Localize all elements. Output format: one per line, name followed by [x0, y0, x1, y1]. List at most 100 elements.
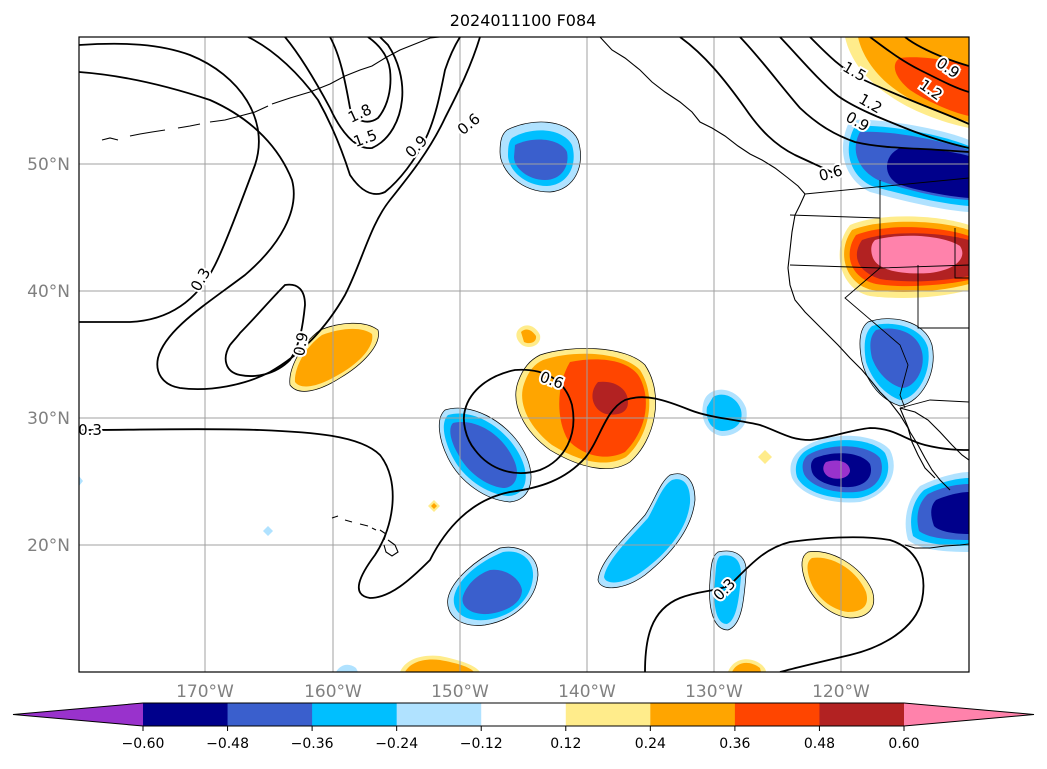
contour-line [779, 37, 969, 149]
colorbar-tick-label: 0.48 [804, 736, 835, 752]
contour-line [869, 37, 969, 93]
coastline [599, 37, 806, 195]
contour-line [247, 37, 461, 195]
lat-tick-label: 30°N [27, 409, 70, 429]
anomaly-blob [823, 460, 850, 479]
contour-lines [79, 37, 969, 672]
anomaly-blob [521, 329, 537, 344]
colorbar-tick-label: 0.24 [635, 736, 666, 752]
lat-tick-label: 50°N [27, 155, 70, 175]
border-line [804, 177, 969, 195]
anomaly-blob [714, 555, 742, 624]
contour-line [644, 536, 925, 672]
colorbar-segment [227, 703, 313, 726]
colorbar-segment [650, 703, 736, 726]
lon-tick-label: 130°W [685, 682, 743, 702]
anomaly-blob [870, 328, 923, 388]
contour-line [224, 283, 306, 377]
anomaly-blob [263, 526, 273, 536]
shading-outline [859, 318, 934, 407]
anomaly-blob [336, 664, 358, 672]
contour-line [79, 396, 969, 599]
contour-line [329, 37, 392, 123]
contour-line [904, 37, 969, 67]
lat-tick-label: 20°N [27, 536, 70, 556]
contour-label: 0.3 [78, 421, 102, 439]
shading-outline [439, 407, 532, 503]
shading-outline [499, 121, 581, 193]
border-line [954, 228, 969, 279]
anomaly-blob [79, 476, 83, 486]
colorbar-segment [734, 703, 820, 726]
contour-line [739, 37, 969, 153]
anomaly-blob [462, 569, 522, 615]
anomaly-blob [732, 662, 761, 672]
lat-tick-labels: 20°N 30°N 40°N 50°N [27, 155, 70, 556]
coastline [904, 543, 969, 549]
anomaly-blob [514, 139, 568, 180]
contour-line [79, 37, 481, 391]
lon-tick-label: 160°W [304, 682, 362, 702]
anomaly-blob [294, 328, 373, 387]
colorbar-segment [396, 703, 482, 726]
border-line [844, 267, 909, 409]
shading-outline [515, 348, 656, 469]
shading-outlines [289, 121, 934, 631]
coastline [331, 515, 377, 531]
coastline [899, 407, 969, 461]
colorbar-segment [481, 703, 567, 726]
colorbar-tick-label: 0.36 [719, 736, 750, 752]
colorbar-tick-label: 0.12 [550, 736, 581, 752]
anomaly-blob [931, 492, 969, 534]
contour-line [462, 368, 575, 474]
colorbar-segment [565, 703, 651, 726]
colorbar-tick-label: −0.24 [375, 736, 418, 752]
coastline [271, 37, 441, 105]
political-borders [789, 177, 969, 409]
anomaly-blob [431, 503, 437, 509]
contour-line [809, 37, 969, 125]
border-line [899, 399, 969, 409]
lat-tick-label: 40°N [27, 282, 70, 302]
contour-line [79, 42, 260, 323]
colorbar: −0.60 −0.48 −0.36 −0.24 −0.12 0.12 0.24 0.36 0.4… [12, 702, 1035, 752]
shading-outline [597, 473, 696, 588]
chart-title: 2024011100 F084 [450, 11, 597, 30]
border-line [789, 214, 881, 219]
anomaly-blob [894, 57, 969, 116]
anomaly-blob [758, 450, 772, 464]
border-line [917, 265, 969, 329]
anomaly-blob [450, 422, 518, 488]
colorbar-tick-label: −0.12 [460, 736, 503, 752]
anomaly-blob [604, 479, 691, 583]
colorbar-extend-low [13, 703, 143, 726]
lon-tick-label: 140°W [558, 682, 616, 702]
colorbar-tick-label: −0.60 [122, 736, 165, 752]
colorbar-segment [143, 703, 229, 726]
shading-outline [289, 322, 379, 392]
colorbar-segment [312, 703, 398, 726]
coastline [101, 105, 269, 141]
lon-tick-labels: 170°W 160°W 150°W 140°W 130°W 120°W [176, 682, 870, 702]
shading-outline [447, 546, 539, 626]
anomaly-blob [706, 394, 742, 431]
anomaly-blob [405, 659, 474, 672]
anomaly-fill [79, 37, 969, 672]
coastlines [101, 37, 969, 557]
contour-line [284, 37, 404, 149]
shading-outline [709, 550, 747, 631]
contour-line [679, 37, 839, 176]
map-frame [78, 36, 970, 673]
anomaly-blob [807, 557, 868, 612]
colorbar-extend-high [904, 703, 1034, 726]
anomaly-blob [592, 381, 628, 415]
lon-tick-label: 150°W [431, 682, 489, 702]
lon-tick-label: 170°W [176, 682, 234, 702]
coastline [899, 407, 951, 491]
gridlines [79, 37, 969, 672]
lon-tick-label: 120°W [812, 682, 870, 702]
colorbar-tick-label: 0.60 [888, 736, 919, 752]
anomaly-blob [886, 148, 969, 198]
shading-outline [801, 551, 874, 619]
